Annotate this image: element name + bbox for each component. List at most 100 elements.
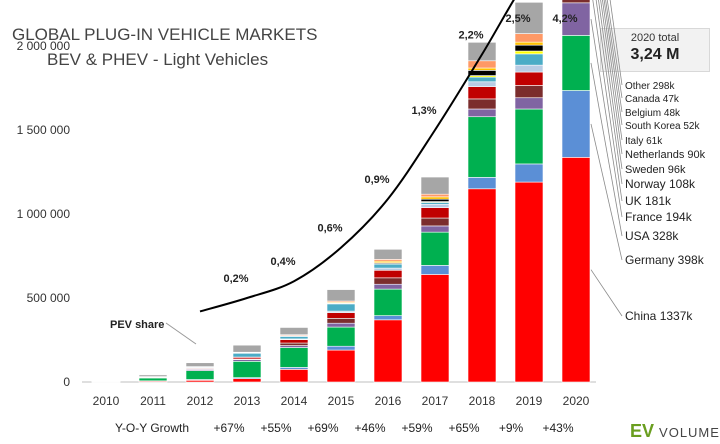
yoy-growth-value: +46% bbox=[354, 421, 385, 435]
legend-label-china: China 1337k bbox=[625, 309, 693, 323]
bar-segment-france bbox=[326, 322, 356, 328]
x-tick-label: 2012 bbox=[187, 394, 214, 408]
legend-label-netherlands: Netherlands 90k bbox=[625, 149, 706, 161]
bar-segment-germany bbox=[279, 367, 309, 370]
bar-segment-france bbox=[373, 283, 403, 290]
pev-share-leader bbox=[165, 322, 197, 345]
yoy-growth-label: Y-O-Y Growth bbox=[115, 421, 189, 435]
yoy-growth-value: +67% bbox=[213, 421, 244, 435]
bar-segment-other bbox=[232, 344, 262, 353]
bar-segment-other bbox=[91, 380, 121, 382]
y-tick-label: 2 000 000 bbox=[17, 39, 71, 53]
legend-leader-uk bbox=[592, 0, 623, 202]
total-label: 2020 total bbox=[630, 32, 680, 44]
bar-segment-china bbox=[232, 378, 262, 383]
bar-segment-belgium bbox=[514, 41, 544, 46]
bar-segment-canada bbox=[420, 193, 450, 198]
legend-label-france: France 194k bbox=[625, 210, 693, 224]
legend-label-other: Other 298k bbox=[625, 81, 675, 92]
pev-share-annotation: 2,5% bbox=[505, 13, 530, 25]
bar-segment-usa bbox=[138, 377, 168, 382]
bar-segment-other bbox=[467, 42, 497, 62]
x-tick-label: 2013 bbox=[234, 394, 261, 408]
x-tick-label: 2016 bbox=[375, 394, 402, 408]
bar-segment-netherlands bbox=[326, 303, 356, 312]
y-tick-label: 0 bbox=[63, 375, 70, 389]
bar-segment-china bbox=[561, 157, 591, 383]
bar-segment-norway bbox=[373, 269, 403, 279]
legend-leader-netherlands bbox=[600, 0, 623, 155]
x-tick-label: 2014 bbox=[281, 394, 308, 408]
bar-segment-sweden bbox=[514, 64, 544, 73]
legend-label-uk: UK 181k bbox=[625, 194, 672, 208]
yoy-growth-value: +59% bbox=[401, 421, 432, 435]
yoy-growth-value: +55% bbox=[260, 421, 291, 435]
bar-segment-netherlands bbox=[232, 352, 262, 358]
yoy-growth-value: +69% bbox=[307, 421, 338, 435]
pev-share-annotation: 0,2% bbox=[223, 273, 248, 285]
pev-share-annotation: 1,3% bbox=[411, 105, 436, 117]
bar-segment-netherlands bbox=[279, 336, 309, 340]
bar-segment-canada bbox=[467, 60, 497, 69]
x-tick-label: 2019 bbox=[516, 394, 543, 408]
legend-label-usa: USA 328k bbox=[625, 229, 679, 243]
pev-share-annotation: 0,4% bbox=[270, 256, 295, 268]
bar-segment-netherlands bbox=[514, 53, 544, 66]
bar-segment-france bbox=[514, 97, 544, 110]
logo-volumes: VOLUMES bbox=[659, 425, 720, 440]
bar-segment-usa bbox=[467, 116, 497, 178]
yoy-growth-value: +9% bbox=[499, 421, 524, 435]
bar-segment-netherlands bbox=[373, 263, 403, 269]
bar-segment-china bbox=[467, 188, 497, 383]
legend-leader-italy bbox=[602, 0, 623, 141]
y-tick-label: 1 000 000 bbox=[17, 207, 71, 221]
bar-segment-uk bbox=[279, 342, 309, 346]
legend-leader-norway bbox=[595, 0, 623, 185]
bar-segment-uk bbox=[326, 318, 356, 324]
y-tick-label: 1 500 000 bbox=[17, 123, 71, 137]
legend-leader-canada bbox=[606, 0, 623, 99]
bar-segment-norway bbox=[326, 312, 356, 319]
bar-segment-uk bbox=[420, 217, 450, 227]
pev-share-line bbox=[199, 0, 515, 313]
bar-segment-italy bbox=[514, 50, 544, 55]
bar-segment-france bbox=[467, 108, 497, 118]
chart-subtitle: BEV & PHEV - Light Vehicles bbox=[47, 50, 269, 69]
bar-segment-france bbox=[420, 225, 450, 233]
bar-segment-usa bbox=[420, 231, 450, 266]
y-tick-label: 500 000 bbox=[27, 291, 71, 305]
bar-segment-south-korea bbox=[420, 198, 450, 202]
legend-leader-china bbox=[590, 269, 623, 317]
bar-segment-belgium bbox=[420, 196, 450, 200]
x-tick-label: 2017 bbox=[422, 394, 449, 408]
bar-segment-other bbox=[514, 2, 544, 34]
bar-segment-uk bbox=[467, 98, 497, 110]
bar-segment-usa bbox=[514, 108, 544, 165]
yoy-growth-value: +65% bbox=[448, 421, 479, 435]
bar-segment-other bbox=[185, 362, 215, 367]
total-value: 3,24 M bbox=[630, 46, 680, 63]
bar-segment-other bbox=[373, 248, 403, 260]
bar-segment-france bbox=[279, 345, 309, 348]
legend-label-canada: Canada 47k bbox=[625, 94, 680, 105]
x-tick-label: 2010 bbox=[93, 394, 120, 408]
bar-segment-usa bbox=[561, 35, 591, 91]
bar-segment-norway bbox=[514, 71, 544, 86]
bar-segment-other bbox=[420, 176, 450, 195]
bar-segment-other bbox=[326, 289, 356, 302]
bar-segment-norway bbox=[420, 207, 450, 219]
bar-segment-uk bbox=[514, 85, 544, 99]
x-tick-label: 2011 bbox=[140, 394, 166, 408]
bar-segment-uk bbox=[561, 0, 591, 4]
chart-title: GLOBAL PLUG-IN VEHICLE MARKETS bbox=[12, 25, 318, 44]
bar-segment-sweden bbox=[467, 81, 497, 87]
bar-segment-canada bbox=[514, 33, 544, 43]
bar-segment-germany bbox=[326, 345, 356, 351]
bar-segment-sweden bbox=[420, 203, 450, 208]
bar-segment-other bbox=[279, 327, 309, 336]
bar-segment-south-korea bbox=[514, 44, 544, 52]
bar-segment-norway bbox=[279, 339, 309, 344]
bar-segment-china bbox=[514, 181, 544, 383]
legend-label-sweden: Sweden 96k bbox=[625, 164, 686, 176]
